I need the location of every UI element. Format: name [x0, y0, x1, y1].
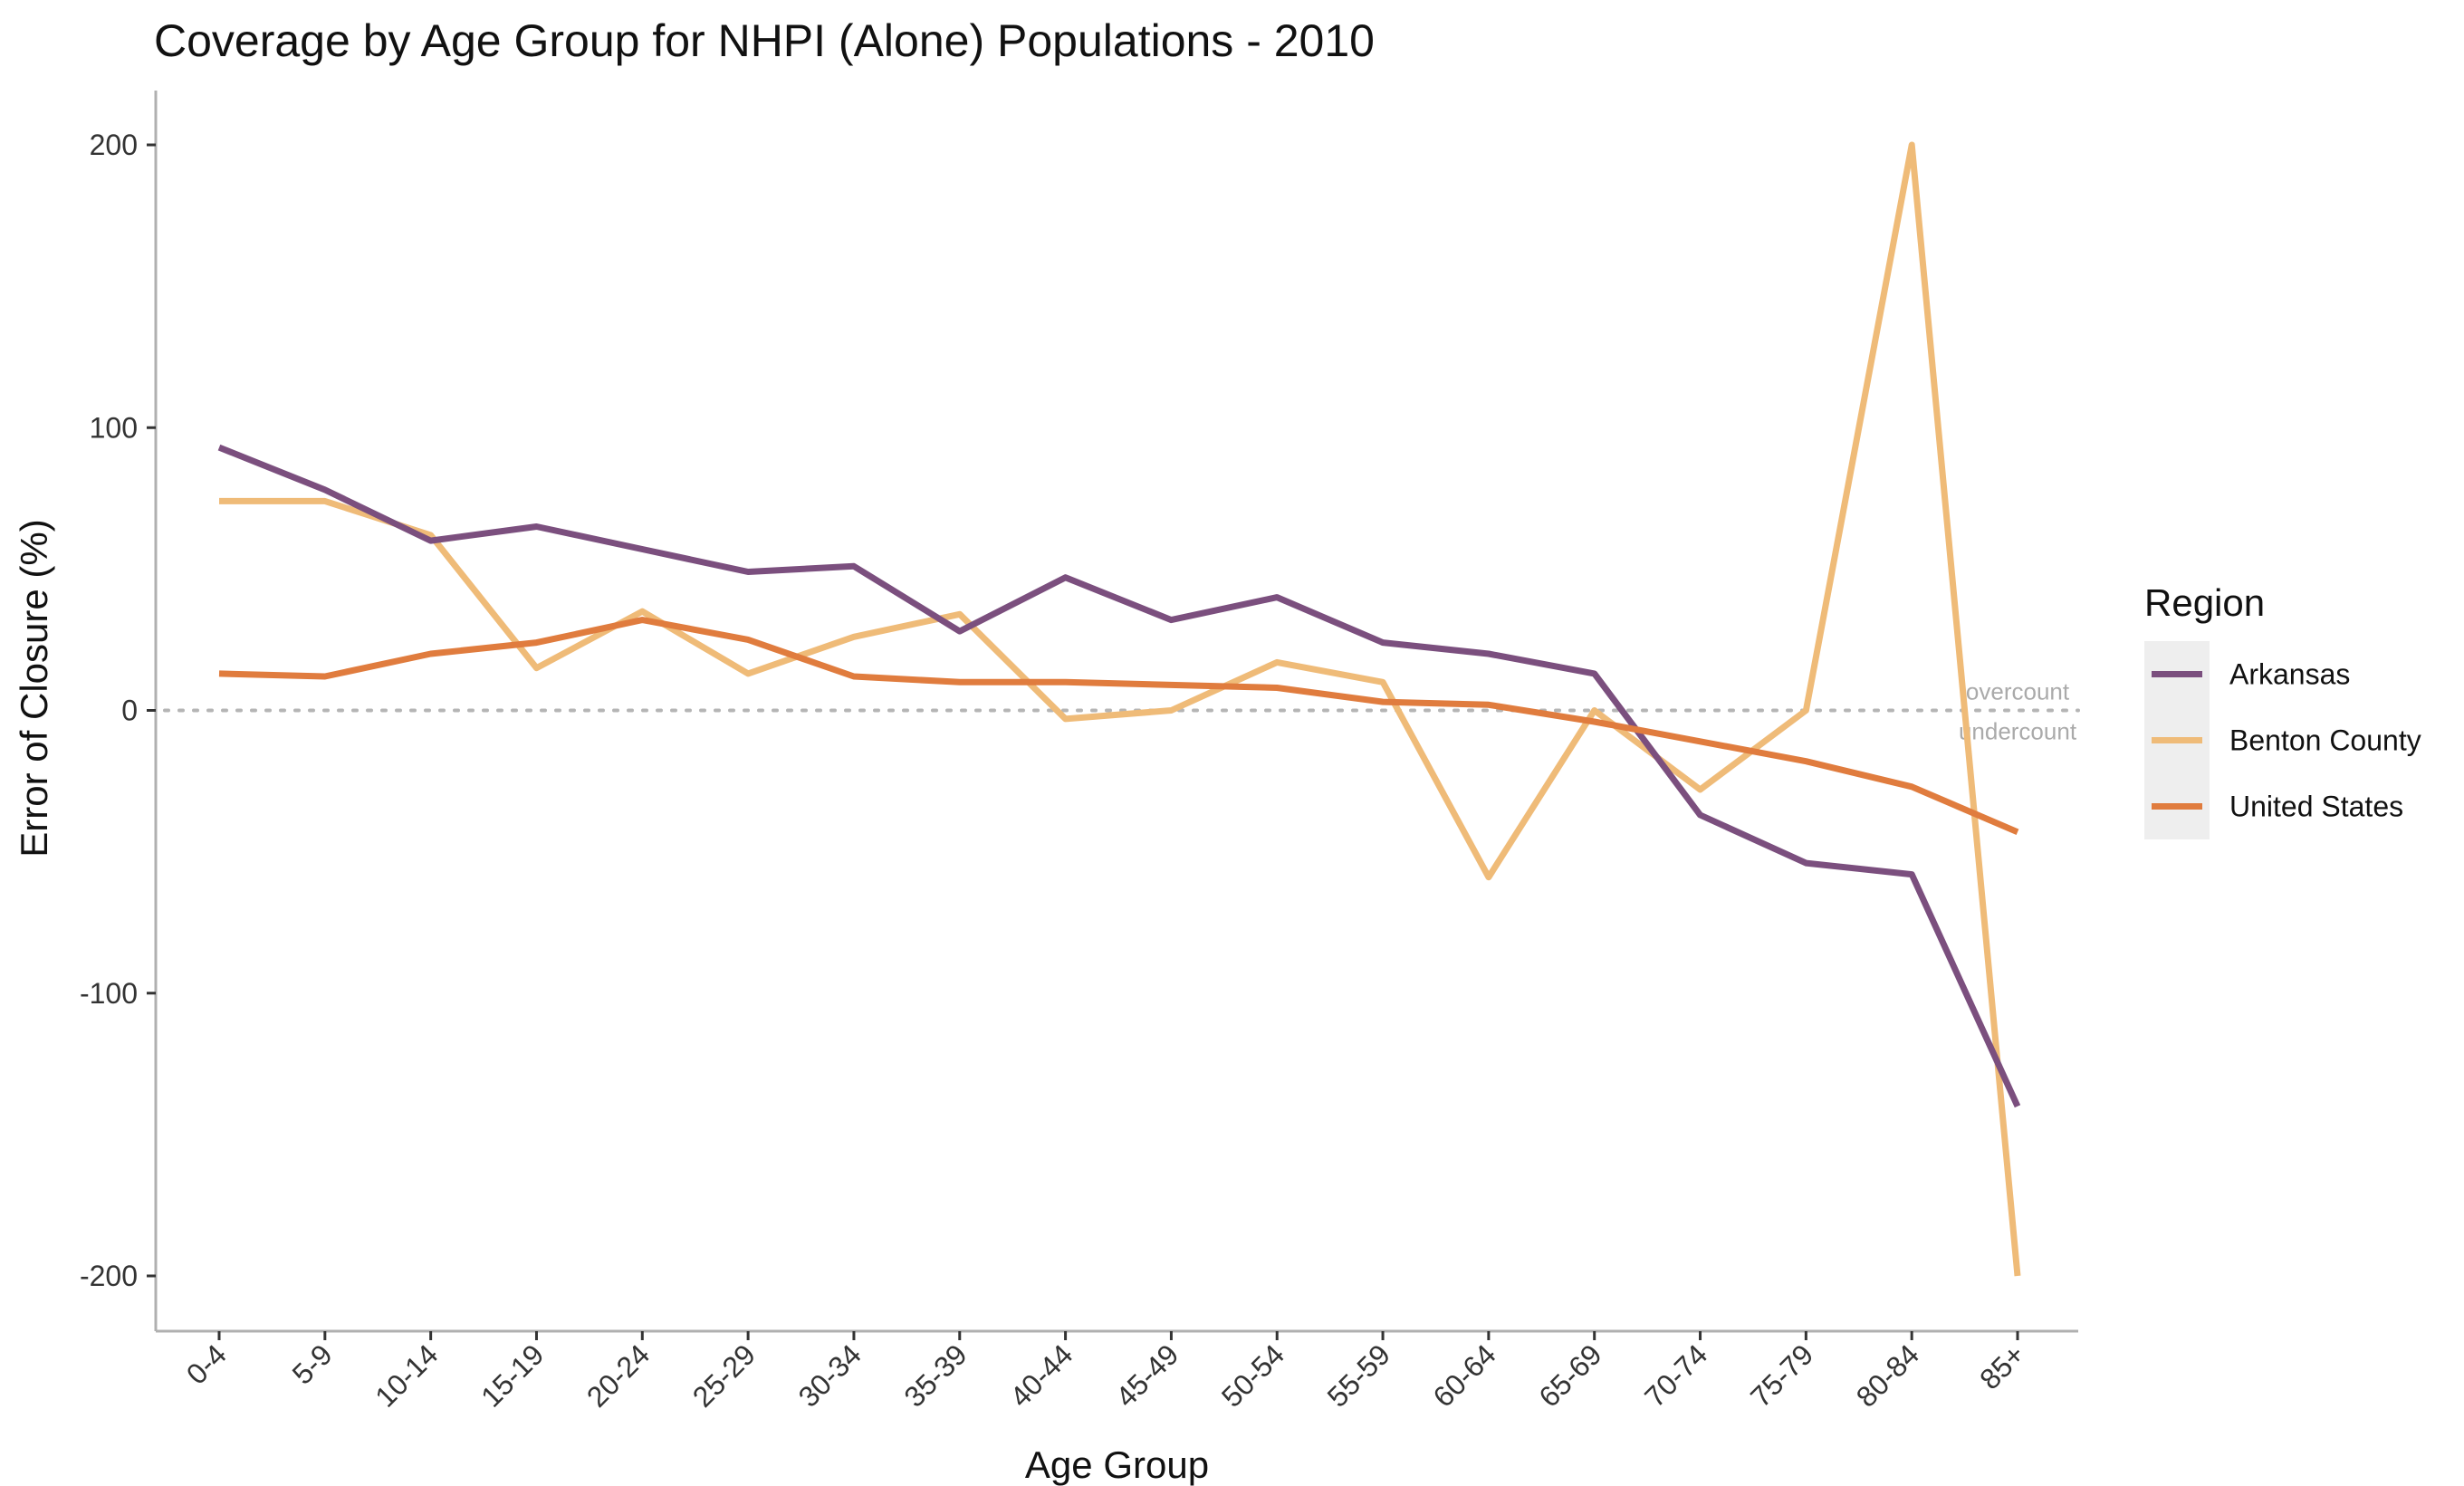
- y-ticks: -200 -100 0 100 200: [80, 129, 156, 1292]
- series-line-arkansas: [217, 444, 2021, 1108]
- x-tick-label: 5-9: [286, 1337, 339, 1390]
- x-tick-label: 10-14: [369, 1337, 444, 1413]
- legend-items: Arkansas Benton County United States: [2152, 658, 2421, 823]
- x-tick-label: 80-84: [1850, 1337, 1925, 1413]
- legend-title: Region: [2144, 581, 2265, 624]
- legend-label: United States: [2229, 791, 2403, 823]
- y-tick-label: -100: [80, 977, 138, 1010]
- y-tick-label: 200: [90, 129, 138, 161]
- undercount-label: undercount: [1959, 718, 2077, 745]
- x-tick-label: 20-24: [580, 1337, 656, 1413]
- x-tick-label: 40-44: [1003, 1337, 1079, 1413]
- x-tick-label: 55-59: [1321, 1337, 1396, 1413]
- x-tick-label: 65-69: [1532, 1337, 1607, 1413]
- x-tick-label: 45-49: [1109, 1337, 1184, 1413]
- x-tick-label: 75-79: [1744, 1337, 1819, 1413]
- y-tick-label: 0: [121, 695, 138, 727]
- y-tick-label: 100: [90, 411, 138, 444]
- y-tick-label: -200: [80, 1260, 138, 1292]
- x-tick-label: 70-74: [1638, 1337, 1713, 1413]
- y-axis-title: Error of Closure (%): [13, 519, 55, 857]
- x-tick-label: 30-34: [792, 1337, 868, 1413]
- x-tick-label: 60-64: [1427, 1337, 1502, 1413]
- axes: -200 -100 0 100 200 0-4 5-9 10-14 15-19 20-24 25-…: [80, 91, 2078, 1414]
- series-group: [217, 141, 2021, 1277]
- legend: Region Arkansas Benton County United State…: [2144, 581, 2421, 839]
- x-tick-label: 35-39: [897, 1337, 973, 1413]
- x-tick-label: 0-4: [180, 1337, 233, 1390]
- plot-area: overcount undercount: [163, 141, 2080, 1277]
- x-tick-label: 50-54: [1215, 1337, 1290, 1413]
- x-axis-title: Age Group: [1025, 1443, 1209, 1486]
- overcount-label: overcount: [1966, 678, 2070, 705]
- x-tick-label: 25-29: [686, 1337, 762, 1413]
- chart-title: Coverage by Age Group for NHPI (Alone) P…: [154, 15, 1375, 66]
- series-line-united-states: [218, 617, 2019, 836]
- legend-label: Benton County: [2229, 724, 2421, 757]
- legend-label: Arkansas: [2229, 658, 2350, 691]
- x-tick-label: 85+: [1973, 1337, 2031, 1395]
- x-ticks: 0-4 5-9 10-14 15-19 20-24 25-29 30-34 35-39 40-4…: [180, 1331, 2031, 1414]
- x-tick-label: 15-19: [475, 1337, 550, 1413]
